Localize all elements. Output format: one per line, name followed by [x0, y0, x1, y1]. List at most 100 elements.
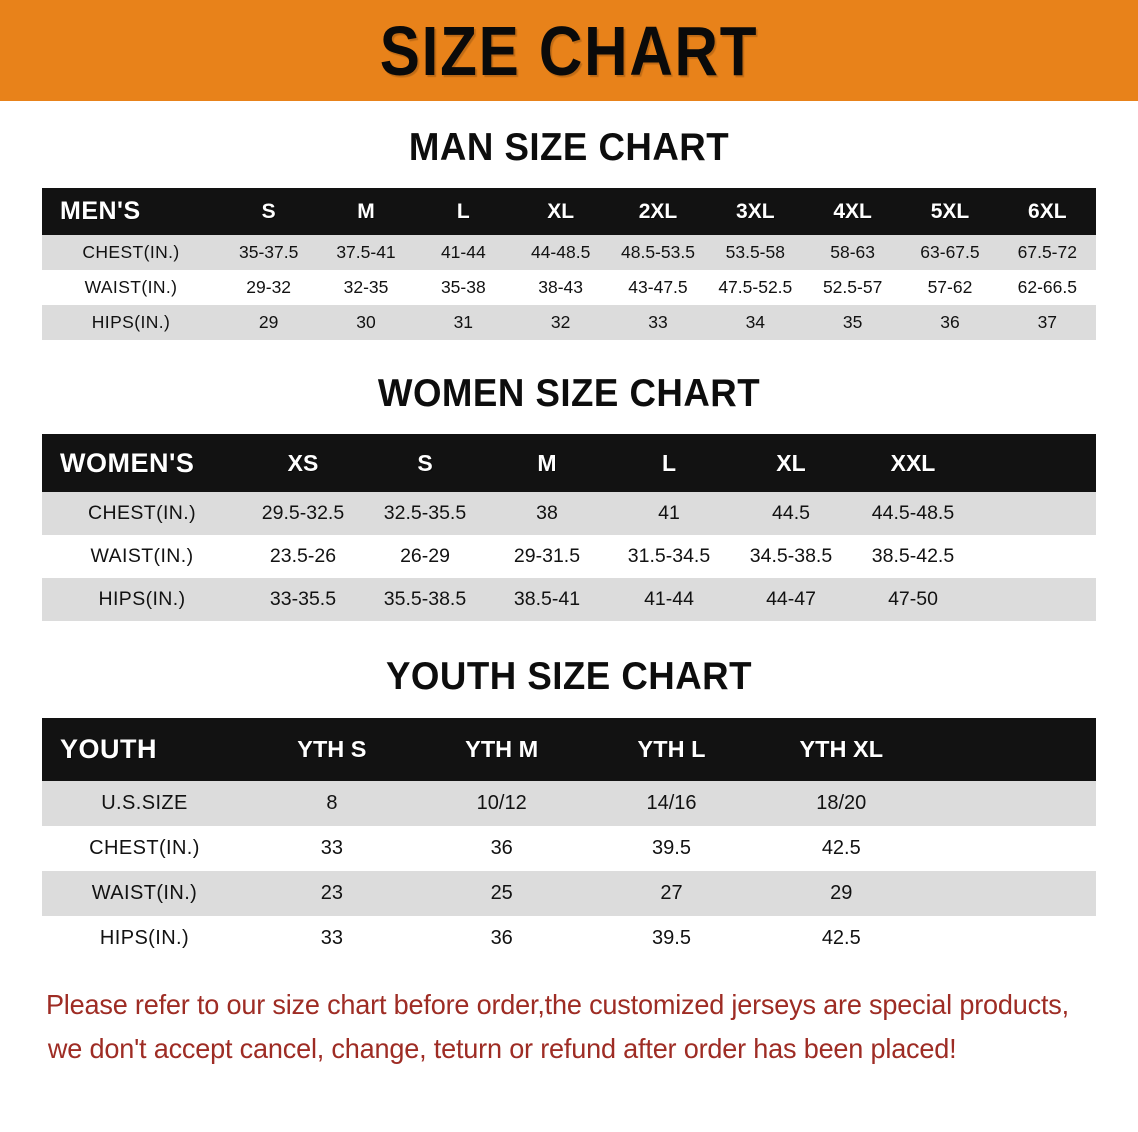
man-cell-0-6: 58-63: [803, 235, 902, 270]
youth-cell-3-1: 36: [416, 916, 587, 961]
man-row-label-1: WAIST(IN.): [42, 270, 220, 305]
youth-table-body: U.S.SIZE 8 10/12 14/16 18/20 CHEST(IN.) 33 36 39…: [42, 781, 1096, 961]
man-cell-1-1: 32-35: [317, 270, 415, 305]
women-column-header-xs: XS: [287, 449, 319, 476]
man-cell-2-3: 32: [511, 305, 610, 340]
man-cell-2-0: 29: [220, 305, 318, 340]
man-cell-2-4: 33: [609, 305, 707, 340]
man-cell-0-0: 35-37.5: [220, 235, 318, 270]
women-row-label-0: CHEST(IN.): [42, 492, 242, 535]
man-cell-0-4: 48.5-53.5: [609, 235, 707, 270]
table-row: HIPS(IN.) 33-35.5 35.5-38.5 38.5-41 41-44 44-…: [42, 578, 1096, 621]
man-column-header-s: S: [261, 199, 276, 223]
women-size-table: WOMEN'S XS S M L XL XXL CHEST(IN.) 29.5-32.5 32.…: [42, 434, 1096, 621]
youth-cell-0-1: 10/12: [416, 781, 587, 826]
youth-cell-2-4: [926, 871, 1096, 916]
chart-content: MAN SIZE CHART MEN'S S M L XL 2XL 3XL 4XL 5XL 6XL…: [0, 101, 1138, 1132]
man-cell-2-7: 36: [901, 305, 999, 340]
women-cell-2-1: 35.5-38.5: [364, 578, 486, 621]
women-column-header-m: M: [537, 449, 557, 476]
order-notice: Please refer to our size chart before or…: [42, 983, 1080, 1071]
man-column-header-5xl: 5XL: [930, 199, 970, 223]
youth-size-table: YOUTH YTH S YTH M YTH L YTH XL U.S.SIZE 8 10/1…: [42, 718, 1096, 961]
men-table-body: CHEST(IN.) 35-37.5 37.5-41 41-44 44-48.5 48.5…: [42, 235, 1096, 340]
women-column-header-xl: XL: [776, 449, 806, 476]
section-title-women: WOMEN SIZE CHART: [377, 372, 761, 415]
youth-cell-2-2: 27: [586, 871, 757, 916]
women-cell-2-2: 38.5-41: [486, 578, 608, 621]
man-cell-1-7: 57-62: [901, 270, 999, 305]
women-cell-0-4: 44.5: [730, 492, 852, 535]
youth-cell-0-2: 14/16: [586, 781, 757, 826]
youth-column-header-yth-m: YTH M: [465, 736, 539, 762]
table-row: WAIST(IN.) 23.5-26 26-29 29-31.5 31.5-34.5 34…: [42, 535, 1096, 578]
section-title-man: MAN SIZE CHART: [408, 126, 730, 169]
women-cell-2-0: 33-35.5: [242, 578, 364, 621]
women-cell-1-0: 23.5-26: [242, 535, 364, 578]
women-cell-2-5: 47-50: [852, 578, 974, 621]
man-cell-0-2: 41-44: [414, 235, 512, 270]
man-cell-1-8: 62-66.5: [998, 270, 1096, 305]
men-header-row: MEN'S S M L XL 2XL 3XL 4XL 5XL 6XL: [42, 188, 1096, 235]
youth-cell-1-1: 36: [416, 826, 587, 871]
man-cell-2-5: 34: [706, 305, 804, 340]
man-cell-0-3: 44-48.5: [511, 235, 610, 270]
table-row: WAIST(IN.) 23 25 27 29: [42, 871, 1096, 916]
women-cell-1-2: 29-31.5: [486, 535, 608, 578]
women-column-header-spacer: [974, 434, 1096, 492]
page-banner: SIZE CHART: [0, 0, 1138, 101]
women-cell-2-4: 44-47: [730, 578, 852, 621]
youth-cell-0-4: [926, 781, 1096, 826]
man-column-header-4xl: 4XL: [833, 199, 872, 223]
man-cell-0-7: 63-67.5: [901, 235, 999, 270]
men-size-table: MEN'S S M L XL 2XL 3XL 4XL 5XL 6XL CHEST(IN.) 35-3…: [42, 188, 1096, 340]
man-cell-1-0: 29-32: [220, 270, 318, 305]
women-column-header-l: L: [661, 449, 677, 476]
man-cell-2-2: 31: [414, 305, 512, 340]
table-row: CHEST(IN.) 35-37.5 37.5-41 41-44 44-48.5 48.5…: [42, 235, 1096, 270]
youth-row-label-0: U.S.SIZE: [42, 781, 247, 826]
women-cell-0-2: 38: [486, 492, 608, 535]
men-table-head: MEN'S S M L XL 2XL 3XL 4XL 5XL 6XL: [42, 188, 1096, 235]
women-corner-label: WOMEN'S: [60, 447, 195, 478]
youth-corner-label: YOUTH: [60, 734, 157, 764]
women-table-body: CHEST(IN.) 29.5-32.5 32.5-35.5 38 41 44.5 44.5…: [42, 492, 1096, 621]
youth-cell-2-3: 29: [756, 871, 927, 916]
youth-cell-3-4: [926, 916, 1096, 961]
man-cell-1-3: 38-43: [511, 270, 610, 305]
women-cell-2-6: [974, 578, 1096, 621]
man-cell-1-5: 47.5-52.5: [706, 270, 804, 305]
man-column-header-2xl: 2XL: [638, 199, 678, 223]
youth-column-header-spacer: [926, 718, 1096, 781]
youth-cell-1-3: 42.5: [756, 826, 927, 871]
women-table-head: WOMEN'S XS S M L XL XXL: [42, 434, 1096, 492]
women-column-header-xxl: XXL: [890, 449, 936, 476]
youth-column-header-yth-xl: YTH XL: [799, 736, 884, 762]
women-cell-1-1: 26-29: [364, 535, 486, 578]
youth-cell-3-0: 33: [247, 916, 417, 961]
youth-column-header-yth-l: YTH L: [637, 736, 706, 762]
women-cell-1-4: 34.5-38.5: [730, 535, 852, 578]
women-cell-0-3: 41: [608, 492, 730, 535]
women-cell-0-6: [974, 492, 1096, 535]
women-cell-0-5: 44.5-48.5: [852, 492, 974, 535]
youth-cell-1-2: 39.5: [586, 826, 757, 871]
table-row: HIPS(IN.) 33 36 39.5 42.5: [42, 916, 1096, 961]
man-cell-2-8: 37: [998, 305, 1096, 340]
youth-cell-1-0: 33: [247, 826, 417, 871]
youth-cell-2-1: 25: [416, 871, 587, 916]
youth-cell-3-3: 42.5: [756, 916, 927, 961]
man-cell-2-6: 35: [803, 305, 902, 340]
youth-cell-0-0: 8: [247, 781, 417, 826]
youth-header-row: YOUTH YTH S YTH M YTH L YTH XL: [42, 718, 1096, 781]
man-column-header-m: M: [357, 199, 375, 223]
women-cell-1-5: 38.5-42.5: [852, 535, 974, 578]
table-row: CHEST(IN.) 33 36 39.5 42.5: [42, 826, 1096, 871]
section-title-youth: YOUTH SIZE CHART: [386, 655, 752, 698]
man-cell-1-2: 35-38: [414, 270, 512, 305]
man-column-header-l: L: [456, 199, 470, 223]
man-row-label-0: CHEST(IN.): [42, 235, 220, 270]
women-cell-0-0: 29.5-32.5: [242, 492, 364, 535]
table-row: HIPS(IN.) 29 30 31 32 33 34 35 36 37: [42, 305, 1096, 340]
man-cell-0-1: 37.5-41: [317, 235, 415, 270]
